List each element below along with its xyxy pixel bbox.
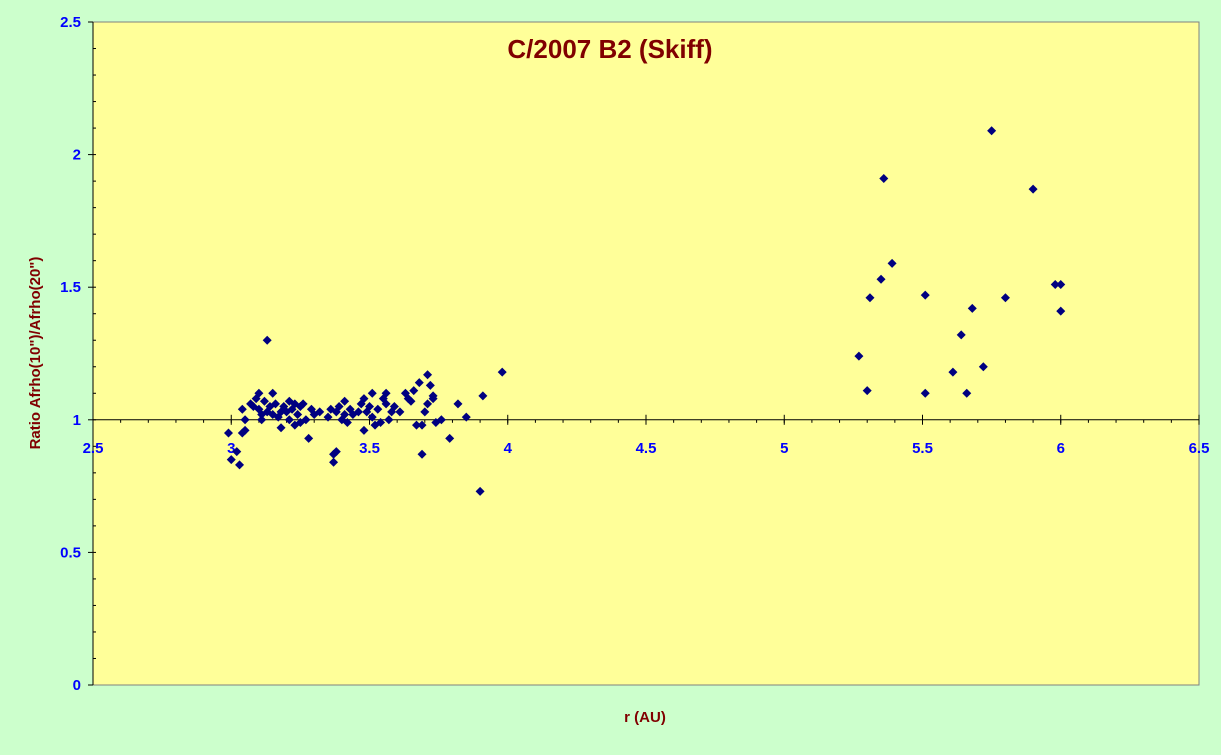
data-point-marker xyxy=(254,388,264,398)
data-point-marker xyxy=(232,447,242,457)
data-point-marker xyxy=(384,415,394,425)
x-tick-label: 3.5 xyxy=(359,440,380,457)
data-point-marker xyxy=(315,407,325,417)
data-point-marker xyxy=(1028,184,1038,194)
data-point-marker xyxy=(461,412,471,422)
x-axis-title: r (AU) xyxy=(624,709,666,726)
data-point-marker xyxy=(1050,280,1060,290)
data-point-marker xyxy=(381,388,391,398)
data-point-marker xyxy=(381,399,391,409)
data-point-marker xyxy=(1056,306,1066,316)
data-point-marker xyxy=(962,388,972,398)
x-tick-label: 4.5 xyxy=(636,440,657,457)
data-point-marker xyxy=(226,455,236,465)
data-point-marker xyxy=(978,362,988,372)
data-point-marker xyxy=(284,415,294,425)
data-point-marker xyxy=(879,173,889,183)
data-point-marker xyxy=(967,303,977,313)
data-point-marker xyxy=(240,425,250,435)
data-point-marker xyxy=(223,428,233,438)
plot-area xyxy=(92,21,1200,686)
y-tick-label: 1 xyxy=(73,412,81,429)
y-axis-title: Ratio Afrho(10")/Afrho(20") xyxy=(27,257,44,450)
data-point-marker xyxy=(887,258,897,268)
x-tick-label: 6 xyxy=(1057,440,1065,457)
data-point-marker xyxy=(359,425,369,435)
data-point-marker xyxy=(353,407,363,417)
data-point-marker xyxy=(475,486,485,496)
data-point-marker xyxy=(395,407,405,417)
x-tick-label: 3 xyxy=(227,440,235,457)
data-point-marker xyxy=(342,417,352,427)
data-point-marker xyxy=(389,402,399,412)
data-point-marker xyxy=(259,396,269,406)
data-point-marker xyxy=(956,330,966,340)
data-point-marker xyxy=(453,399,463,409)
data-point-marker xyxy=(334,402,344,412)
y-tick-label: 2.5 xyxy=(60,14,81,31)
data-point-marker xyxy=(414,378,424,388)
data-point-marker xyxy=(948,367,958,377)
data-point-marker xyxy=(270,399,280,409)
data-point-marker xyxy=(293,409,303,419)
data-point-marker xyxy=(276,423,286,433)
data-point-marker xyxy=(365,402,374,412)
data-point-marker xyxy=(417,420,427,430)
data-point-marker xyxy=(409,386,419,396)
data-point-marker xyxy=(262,335,272,345)
data-point-marker xyxy=(1056,280,1066,290)
data-point-marker xyxy=(376,417,386,427)
data-point-marker xyxy=(423,370,433,380)
data-point-marker xyxy=(920,290,930,300)
data-point-marker xyxy=(235,460,245,470)
data-points xyxy=(223,126,1066,496)
data-point-marker xyxy=(237,404,247,414)
data-point-marker xyxy=(436,415,446,425)
data-point-marker xyxy=(865,293,875,303)
data-point-marker xyxy=(298,399,308,409)
data-point-marker xyxy=(340,409,350,419)
x-tick-label: 5 xyxy=(780,440,788,457)
x-tick-label: 5.5 xyxy=(912,440,933,457)
data-point-marker xyxy=(478,391,488,401)
data-point-marker xyxy=(423,399,433,409)
data-point-marker xyxy=(340,396,350,406)
data-point-marker xyxy=(1000,293,1010,303)
data-point-marker xyxy=(406,396,416,406)
y-tick-label: 2 xyxy=(73,147,81,164)
data-point-marker xyxy=(323,412,333,422)
data-point-marker xyxy=(987,126,997,136)
data-point-marker xyxy=(862,386,872,396)
data-point-marker xyxy=(920,388,930,398)
y-tick-label: 1.5 xyxy=(60,279,81,296)
data-point-marker xyxy=(854,351,864,361)
data-point-marker xyxy=(367,388,377,398)
x-tick-label: 2.5 xyxy=(83,440,104,457)
y-tick-label: 0.5 xyxy=(60,544,81,561)
data-point-marker xyxy=(428,391,438,401)
data-point-marker xyxy=(240,415,250,425)
data-point-marker xyxy=(331,447,341,457)
data-point-marker xyxy=(301,415,311,425)
x-tick-label: 6.5 xyxy=(1189,440,1210,457)
y-tick-label: 0 xyxy=(73,677,81,694)
data-point-marker xyxy=(412,420,422,430)
data-point-marker xyxy=(417,449,427,459)
data-point-marker xyxy=(367,412,377,422)
data-point-marker xyxy=(445,433,455,443)
data-point-marker xyxy=(257,415,267,425)
data-point-marker xyxy=(425,380,435,390)
x-tick-label: 4 xyxy=(504,440,513,457)
data-point-marker xyxy=(420,407,430,417)
data-point-marker xyxy=(373,404,383,414)
data-point-marker xyxy=(268,388,278,398)
data-point-marker xyxy=(359,394,369,404)
data-point-marker xyxy=(329,457,339,467)
data-point-marker xyxy=(497,367,507,377)
data-point-marker xyxy=(304,433,314,443)
data-point-marker xyxy=(876,274,886,284)
chart-title: C/2007 B2 (Skiff) xyxy=(507,34,712,64)
